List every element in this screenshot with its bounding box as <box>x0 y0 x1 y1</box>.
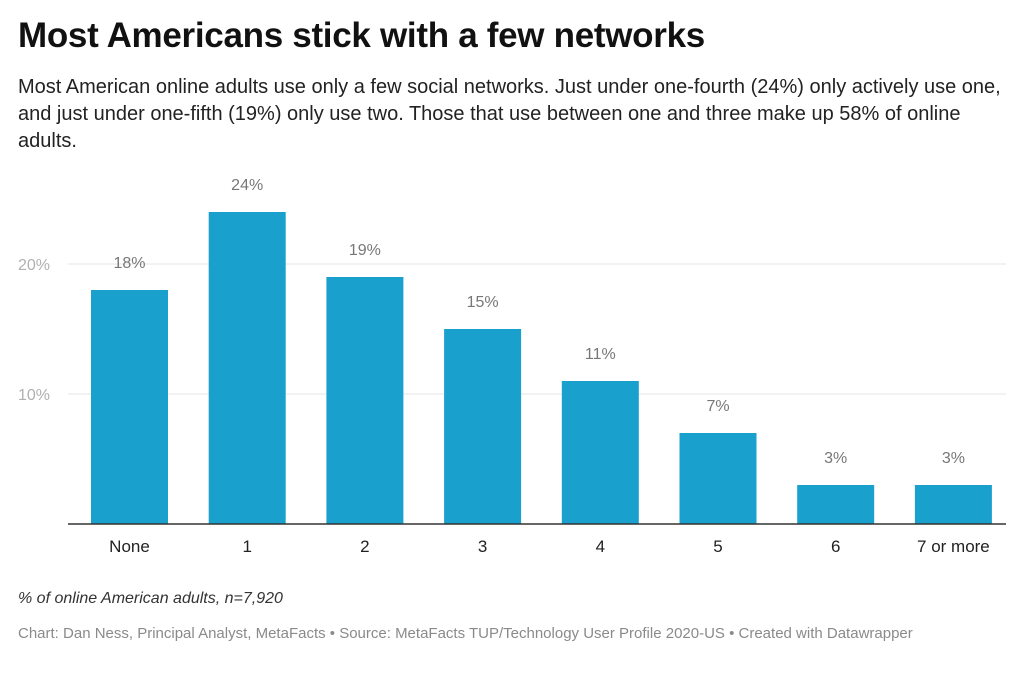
bar <box>679 433 757 524</box>
bar <box>914 485 992 524</box>
x-tick-label: 3 <box>478 537 487 556</box>
bar <box>561 381 639 524</box>
chart-title: Most Americans stick with a few networks <box>18 16 705 55</box>
x-tick-label: 1 <box>242 537 251 556</box>
bar <box>444 329 522 524</box>
chart-subtitle: Most American online adults use only a f… <box>18 76 1001 152</box>
bar <box>797 485 875 524</box>
x-tick-label: 2 <box>360 537 369 556</box>
value-label: 3% <box>824 450 847 467</box>
bar <box>91 290 168 524</box>
value-label: 11% <box>585 346 616 363</box>
value-label: 15% <box>467 294 499 311</box>
x-tick-label: 7 or more <box>917 537 990 556</box>
chart-notes: % of online American adults, n=7,920 <box>18 590 283 607</box>
chart-credit: Chart: Dan Ness, Principal Analyst, Meta… <box>18 625 913 642</box>
y-tick-label: 10% <box>18 387 50 404</box>
x-tick-label: 4 <box>596 537 605 556</box>
value-label: 24% <box>231 177 263 194</box>
bar <box>326 277 404 524</box>
x-tick-label: 5 <box>713 537 722 556</box>
x-tick-label: None <box>109 537 150 556</box>
x-tick-label: 6 <box>831 537 840 556</box>
value-label: 7% <box>706 398 729 415</box>
value-label: 19% <box>349 242 381 259</box>
y-tick-label: 20% <box>18 257 50 274</box>
value-label: 18% <box>113 255 145 272</box>
value-label: 3% <box>942 450 965 467</box>
bar <box>208 212 286 524</box>
